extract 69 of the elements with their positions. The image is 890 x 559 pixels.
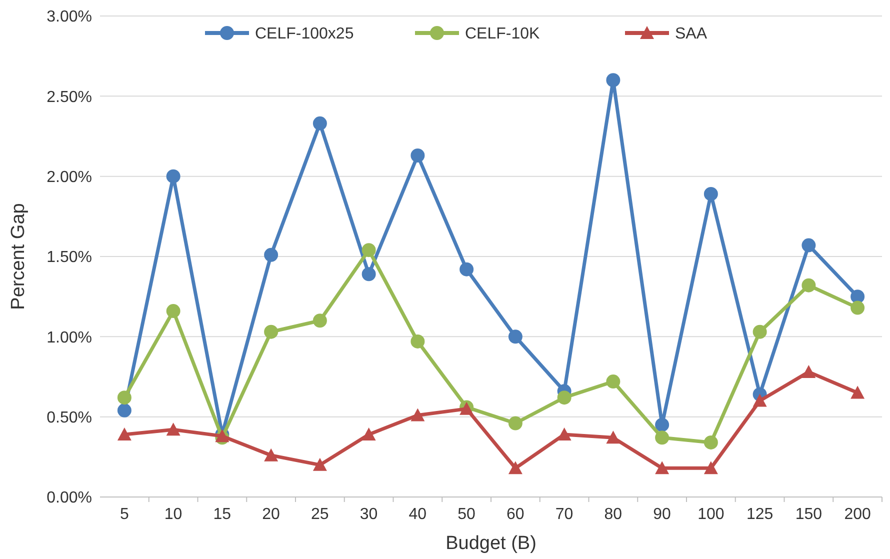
point (850, 300, 865, 315)
point (752, 394, 767, 407)
x-tick-label: 200 (844, 506, 872, 523)
x-tick-label: 30 (360, 506, 378, 523)
point (850, 290, 865, 304)
point (752, 324, 767, 339)
point (362, 427, 376, 440)
x-tick-label: 40 (408, 506, 427, 523)
y-axis-title: Percent Gap (8, 203, 29, 310)
point (655, 418, 670, 432)
point (606, 374, 620, 389)
x-tick-label: 90 (653, 506, 672, 523)
x-tick-label: 50 (458, 506, 476, 523)
point (802, 278, 816, 292)
point (410, 334, 425, 348)
point (460, 262, 474, 276)
y-tick-label: 0.00% (46, 490, 92, 507)
x-tick-label: 5 (120, 506, 129, 523)
x-axis-title: Budget (B) (446, 533, 536, 554)
point (312, 314, 327, 328)
point (166, 169, 180, 184)
point (802, 238, 816, 252)
legend-label: CELF-100x25 (255, 26, 354, 43)
point (557, 427, 572, 440)
point (312, 458, 327, 471)
point (850, 386, 865, 399)
x-tick-label: 15 (213, 506, 232, 523)
x-tick-label: 60 (506, 506, 524, 523)
point (312, 116, 327, 130)
legend-label: SAA (675, 26, 708, 43)
legend-label: CELF-10K (465, 26, 540, 43)
y-tick-label: 3.00% (46, 8, 92, 26)
y-tick-label: 2.00% (46, 168, 92, 186)
x-tick-label: 125 (746, 506, 774, 523)
point (508, 330, 522, 344)
x-tick-label: 25 (311, 506, 329, 523)
point (655, 461, 670, 474)
point (802, 364, 816, 378)
point (362, 267, 376, 282)
point (508, 461, 522, 474)
y-tick-label: 2.50% (46, 88, 92, 106)
point (166, 304, 180, 318)
y-tick-label: 1.00% (46, 329, 92, 346)
point (655, 430, 670, 445)
x-tick-label: 20 (262, 506, 280, 523)
x-tick-label: 150 (795, 506, 822, 523)
point (362, 243, 376, 258)
y-tick-label: 0.50% (46, 409, 92, 426)
x-tick-label: 10 (164, 506, 182, 523)
point (606, 430, 620, 444)
point (117, 427, 132, 440)
point (117, 403, 132, 418)
point (264, 248, 278, 262)
point (704, 186, 718, 201)
point (606, 73, 620, 88)
point (557, 390, 572, 405)
point (410, 408, 425, 422)
point (117, 390, 132, 405)
x-tick-label: 80 (604, 506, 622, 523)
point (264, 448, 278, 462)
point (704, 435, 718, 450)
x-tick-label: 100 (698, 506, 724, 523)
point (410, 148, 425, 162)
point (264, 324, 278, 339)
point (166, 422, 180, 436)
point (508, 416, 522, 430)
y-tick-label: 1.50% (46, 249, 92, 266)
point (704, 461, 718, 474)
x-tick-label: 70 (555, 506, 574, 523)
